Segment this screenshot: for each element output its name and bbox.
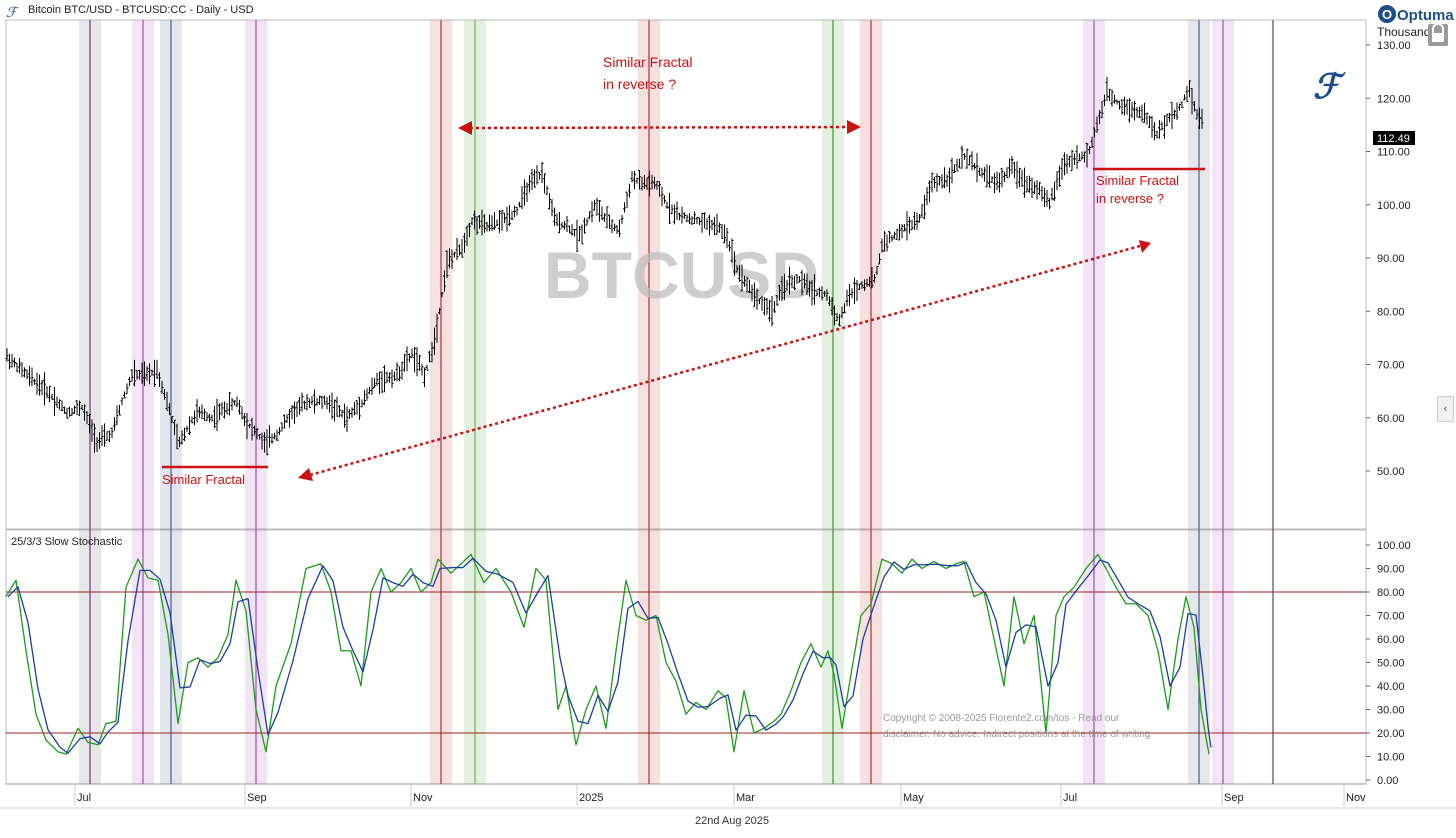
stochastic-tick-label: 50.00 [1377,658,1405,670]
price-tick-label: 50.00 [1377,466,1405,478]
svg-text:112.49: 112.49 [1377,133,1410,145]
stochastic-tick-label: 0.00 [1377,775,1398,787]
stochastic-tick-label: 90.00 [1377,564,1405,576]
month-label: Jul [1063,792,1077,804]
chart-title: Bitcoin BTC/USD - BTCUSD:CC - Daily - US… [28,4,254,16]
left-annotation: Similar Fractal [162,472,245,487]
svg-text:O: O [1382,7,1392,22]
price-tick-label: 120.00 [1377,93,1411,105]
price-tick-label: 90.00 [1377,253,1405,265]
stochastic-panel-frame [5,529,1367,785]
svg-text:ℱ: ℱ [6,5,20,21]
last-price-tag: 112.49 [1373,131,1415,145]
month-label: Sep [1224,792,1244,804]
price-tick-label: 130.00 [1377,40,1411,52]
cycle-bands [79,20,1274,784]
date-footer: 22nd Aug 2025 [695,815,769,827]
month-label: May [903,792,924,804]
panel-collapse-chevron-icon[interactable]: ‹ [1437,396,1454,422]
price-panel-frame [5,19,1367,530]
month-label: Jul [77,792,91,804]
stochastic-tick-label: 60.00 [1377,634,1405,646]
svg-text:ℱ: ℱ [1313,67,1346,107]
watermark: BTCUSD [544,238,819,312]
stochastic-k-line [5,553,1210,755]
brand-name: Optuma [1397,7,1454,24]
lock-icon[interactable] [1428,23,1448,46]
stochastic-tick-label: 20.00 [1377,728,1405,740]
fiorente-logo-icon: ℱ [1313,67,1346,107]
optuma-brand[interactable]: O Optuma [1378,5,1454,24]
stochastic-tick-label: 10.00 [1377,752,1405,764]
copyright-line1: Copyright © 2008-2025 Fiorente2.com/tos … [883,713,1120,724]
right-annotation-line2: in reverse ? [1096,191,1164,206]
stochastic-d-line [7,557,1212,754]
price-axis: 50.00 60.00 70.00 80.00 90.00 100.00 110.00 120… [1366,40,1411,478]
stochastic-title: 25/3/3 Slow Stochastic [11,536,123,548]
stochastic-tick-label: 30.00 [1377,705,1405,717]
top-double-arrow [458,120,861,135]
copyright-line2: disclaimer. No advice. Indirect position… [883,729,1150,740]
month-label: 2025 [579,792,603,804]
top-annotation-line2: in reverse ? [603,76,676,92]
price-tick-label: 70.00 [1377,360,1405,372]
stochastic-tick-label: 40.00 [1377,681,1405,693]
price-tick-label: 100.00 [1377,200,1411,212]
month-label: Nov [413,792,433,804]
stochastic-tick-label: 80.00 [1377,587,1405,599]
price-tick-label: 110.00 [1377,147,1410,159]
month-label: Mar [736,792,755,804]
month-label: Nov [1346,792,1366,804]
right-annotation-line1: Similar Fractal [1096,173,1179,188]
price-bars [5,77,1204,456]
top-annotation-line1: Similar Fractal [603,54,692,70]
price-tick-label: 60.00 [1377,413,1405,425]
stochastic-tick-label: 70.00 [1377,611,1405,623]
diagonal-double-arrow [298,240,1151,481]
stochastic-tick-label: 100.00 [1377,540,1411,552]
date-axis: Jul Sep Nov 2025 Mar May Jul Sep Nov [74,784,1366,806]
price-tick-label: 80.00 [1377,306,1405,318]
stochastic-lines [5,553,1212,755]
stochastic-axis: 0.00 10.00 20.00 30.00 40.00 50.00 60.00 70.00 8… [1366,540,1411,787]
month-label: Sep [247,792,267,804]
header-logo-icon: ℱ [6,5,20,21]
optuma-logo-icon [1378,5,1396,23]
units-label: Thousands [1377,25,1436,39]
